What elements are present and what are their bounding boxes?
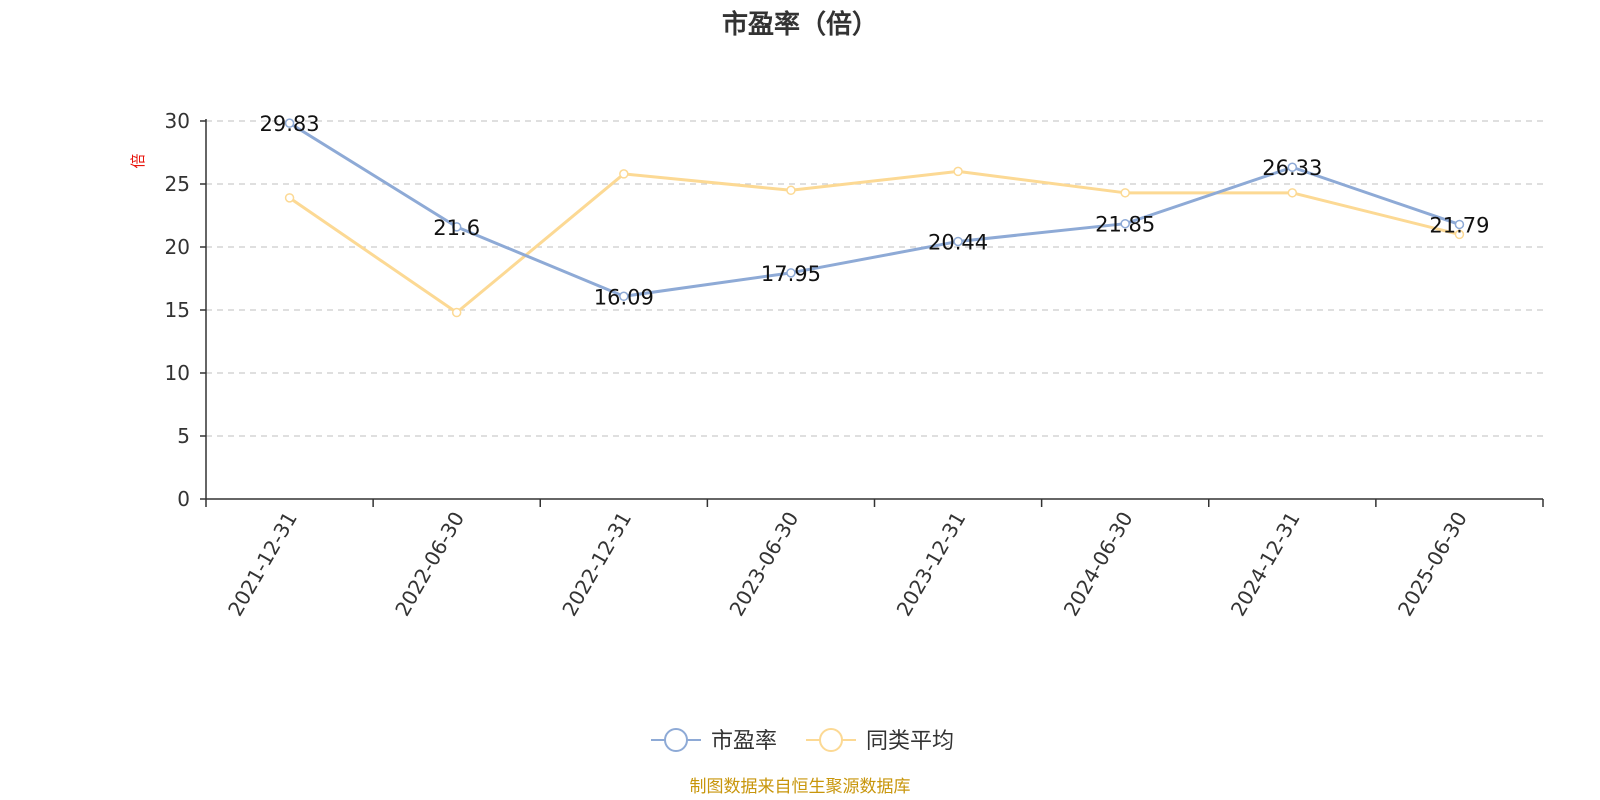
data-point[interactable] <box>953 236 963 247</box>
data-point[interactable] <box>1454 219 1465 230</box>
axes <box>205 119 1543 500</box>
legend-label: 市盈率 <box>711 729 777 754</box>
y-axis-unit: 倍 <box>129 153 147 168</box>
series-line <box>288 121 1460 298</box>
data-label: 17.95 <box>761 262 821 286</box>
data-point[interactable] <box>451 307 462 318</box>
data-point[interactable] <box>1287 188 1298 198</box>
grid-lines <box>206 120 1543 437</box>
x-tick-label: 2022-12-31 <box>557 508 636 621</box>
legend-marker <box>664 728 688 752</box>
y-tick-label: 25 <box>165 172 190 196</box>
y-tick-label: 30 <box>165 109 190 133</box>
data-point[interactable] <box>1454 229 1465 240</box>
y-tick-label: 10 <box>165 361 190 385</box>
x-tick-label: 2022-06-30 <box>390 508 469 621</box>
x-tick-label: 2024-06-30 <box>1059 508 1138 621</box>
y-tick-label: 20 <box>165 235 190 259</box>
legend[interactable]: 市盈率 同类平均 <box>651 728 954 754</box>
x-tick-label: 2023-06-30 <box>724 508 803 621</box>
y-tick-label: 15 <box>165 298 190 322</box>
data-label: 21.6 <box>433 216 480 240</box>
y-axis-ticks: 0 5 10 15 20 25 30 <box>165 109 206 511</box>
legend-label: 同类平均 <box>866 729 954 754</box>
y-tick-label: 5 <box>177 424 190 448</box>
data-point[interactable] <box>786 185 796 196</box>
legend-marker <box>819 728 843 752</box>
data-label: 20.44 <box>928 230 988 254</box>
data-point[interactable] <box>1287 162 1298 172</box>
chart-title: 市盈率（倍） <box>722 9 878 40</box>
data-label: 21.85 <box>1095 213 1155 237</box>
data-point[interactable] <box>1120 188 1130 198</box>
data-point[interactable] <box>953 166 963 177</box>
x-tick-label: 2024-12-31 <box>1226 508 1305 621</box>
data-label: 29.83 <box>260 112 320 136</box>
data-label: 26.33 <box>1262 156 1322 180</box>
data-point[interactable] <box>619 169 629 179</box>
data-label: 16.09 <box>594 285 654 309</box>
x-tick-label: 2021-12-31 <box>223 508 302 621</box>
data-point[interactable] <box>786 268 796 278</box>
y-tick-label: 0 <box>177 487 190 511</box>
source-footnote: 制图数据来自恒生聚源数据库 <box>690 777 911 797</box>
data-point[interactable] <box>1120 218 1130 229</box>
data-point[interactable] <box>284 193 295 203</box>
x-tick-label: 2023-12-31 <box>891 508 970 621</box>
data-point[interactable] <box>284 118 295 128</box>
x-axis-ticks: 2021-12-31 2022-06-30 2022-12-31 2023-06-30… <box>205 499 1544 621</box>
legend-item[interactable]: 市盈率 <box>651 728 777 754</box>
legend-item[interactable]: 同类平均 <box>806 728 954 754</box>
data-point[interactable] <box>451 222 462 232</box>
data-label: 21.79 <box>1429 213 1489 237</box>
series-lines <box>284 118 1465 318</box>
x-tick-label: 2025-06-30 <box>1393 508 1472 621</box>
series-line <box>288 169 1460 315</box>
data-point[interactable] <box>619 291 629 302</box>
data-labels: 29.83 21.6 16.09 17.95 20.44 21.85 26.33 21.79 <box>260 112 1490 309</box>
